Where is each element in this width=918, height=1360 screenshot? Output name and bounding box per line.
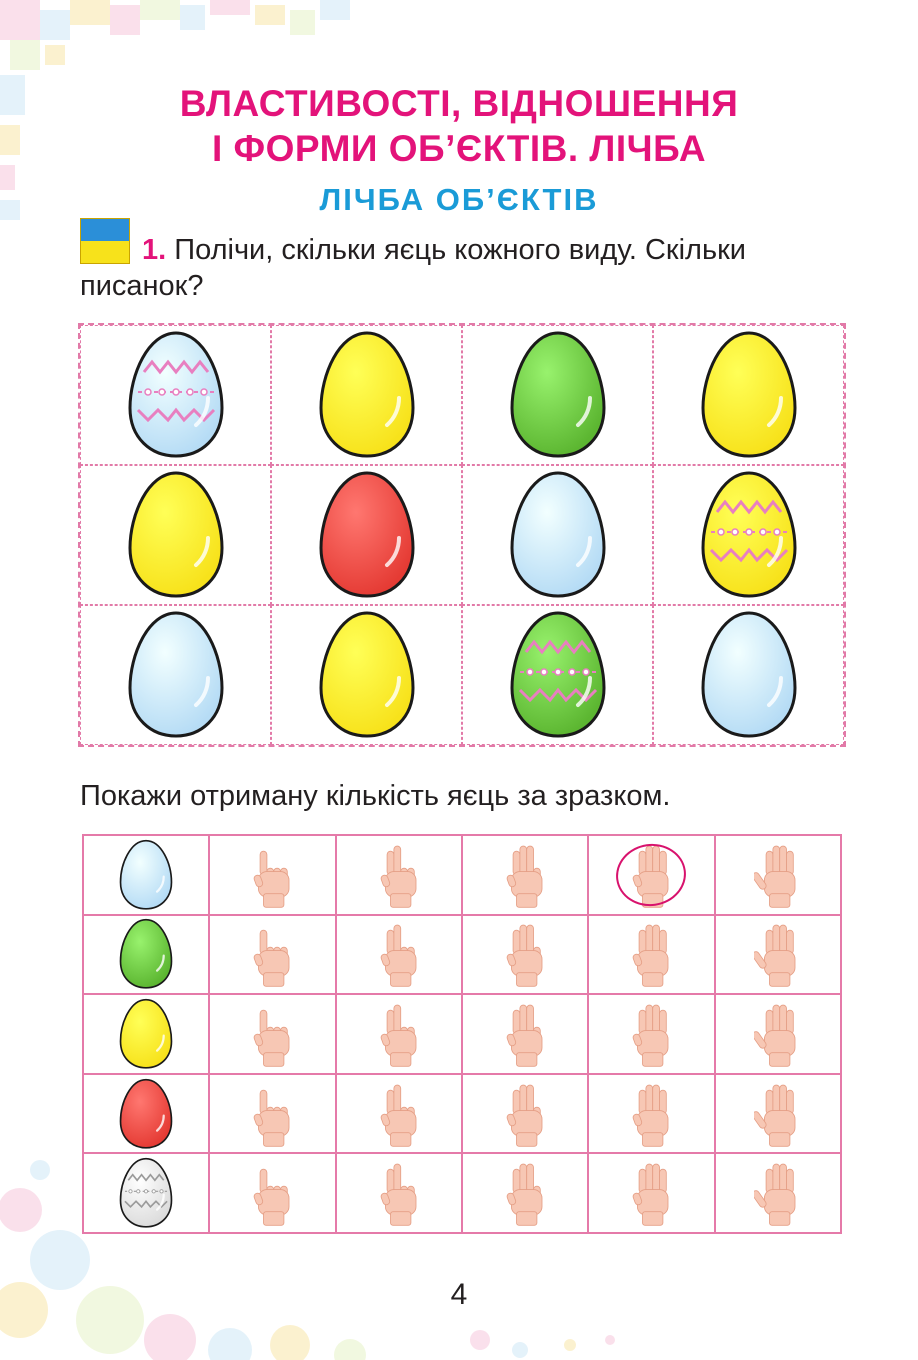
one-finger-hand-icon xyxy=(254,1009,290,1067)
egg-cell xyxy=(80,465,271,605)
three-fingers-hand-icon xyxy=(506,1004,543,1067)
hand-choice-cell[interactable] xyxy=(462,994,589,1074)
hand-choice-cell[interactable] xyxy=(714,1073,841,1154)
hand-choice-cell[interactable] xyxy=(462,835,589,915)
egg-icon xyxy=(509,471,606,598)
sample-egg-cell xyxy=(83,1153,210,1233)
hand-choice-cell[interactable] xyxy=(588,914,715,995)
four-fingers-hand-icon xyxy=(633,1084,669,1147)
four-fingers-hand-icon xyxy=(633,1004,669,1067)
one-finger-hand-icon xyxy=(254,930,290,988)
hand-choice-cell[interactable] xyxy=(209,994,336,1074)
egg-cell xyxy=(653,605,844,745)
five-fingers-hand-icon xyxy=(753,1163,796,1226)
egg-cell xyxy=(462,465,653,605)
egg-icon xyxy=(509,331,606,458)
three-fingers-hand-icon xyxy=(506,845,543,908)
task-number: 1. xyxy=(142,234,167,266)
sample-egg-cell xyxy=(83,835,210,915)
decorated-egg-icon xyxy=(119,1158,173,1228)
circled-answer-mark xyxy=(612,839,691,911)
hand-choice-cell[interactable] xyxy=(209,1153,336,1233)
five-fingers-hand-icon xyxy=(753,1084,796,1147)
egg-icon xyxy=(318,611,415,738)
hand-choice-cell[interactable] xyxy=(462,1073,589,1154)
egg-grid xyxy=(78,323,846,747)
hand-choice-cell[interactable] xyxy=(714,1153,841,1233)
sample-egg-cell xyxy=(83,914,210,995)
egg-cell xyxy=(271,605,462,745)
egg-cell xyxy=(271,465,462,605)
five-fingers-hand-icon xyxy=(753,925,796,988)
three-fingers-hand-icon xyxy=(506,925,543,988)
hand-choice-cell[interactable] xyxy=(588,1073,715,1154)
hand-choice-cell[interactable] xyxy=(714,994,841,1074)
hand-choice-cell[interactable] xyxy=(462,1153,589,1233)
egg-cell xyxy=(653,325,844,465)
section-subtitle: ЛІЧБА ОБ’ЄКТІВ xyxy=(319,182,599,217)
task-text-block: 1. Полічи, скільки яєць кожного виду. Ск… xyxy=(80,232,860,304)
instruction-text: Покажи отриману кількість яєць за зразко… xyxy=(80,780,671,812)
egg-icon xyxy=(700,331,797,458)
two-fingers-hand-icon xyxy=(380,1084,417,1147)
egg-icon xyxy=(127,471,224,598)
hand-choice-cell[interactable] xyxy=(335,1073,462,1154)
egg-icon xyxy=(318,471,415,598)
four-fingers-hand-icon xyxy=(633,845,669,908)
hand-choice-cell[interactable] xyxy=(588,1153,715,1233)
hand-choice-cell[interactable] xyxy=(714,914,841,995)
egg-cell xyxy=(653,465,844,605)
hand-choice-cell[interactable] xyxy=(588,994,715,1074)
one-finger-hand-icon xyxy=(254,1089,290,1147)
five-fingers-hand-icon xyxy=(753,1004,796,1067)
hand-choice-cell[interactable] xyxy=(209,835,336,915)
three-fingers-hand-icon xyxy=(506,1084,543,1147)
egg-cell xyxy=(462,605,653,745)
one-finger-hand-icon xyxy=(254,850,290,908)
egg-cell xyxy=(462,325,653,465)
two-fingers-hand-icon xyxy=(380,1163,417,1226)
three-fingers-hand-icon xyxy=(506,1163,543,1226)
egg-cell xyxy=(80,325,271,465)
one-finger-hand-icon xyxy=(254,1168,290,1226)
sample-egg-cell xyxy=(83,994,210,1074)
hand-choice-cell[interactable] xyxy=(209,1073,336,1154)
page-number: 4 xyxy=(450,1278,468,1311)
four-fingers-hand-icon xyxy=(633,925,669,988)
page-title-line2: І ФОРМИ ОБ’ЄКТІВ. ЛІЧБА xyxy=(211,128,707,169)
two-fingers-hand-icon xyxy=(380,1004,417,1067)
hand-choice-cell[interactable] xyxy=(714,835,841,915)
hand-choice-cell[interactable] xyxy=(588,835,715,915)
egg-cell xyxy=(80,605,271,745)
four-fingers-hand-icon xyxy=(633,1163,669,1226)
ukrainian-flag-icon xyxy=(80,218,130,264)
egg-icon xyxy=(318,331,415,458)
task-text: Полічи, скільки яєць кожного виду. Скіль… xyxy=(80,234,746,302)
egg-icon xyxy=(119,839,173,910)
page-title-line1: ВЛАСТИВОСТІ, ВІДНОШЕННЯ xyxy=(179,83,739,124)
hand-choice-cell[interactable] xyxy=(209,914,336,995)
egg-icon xyxy=(700,611,797,738)
decorated-egg-icon xyxy=(509,611,606,738)
hand-choice-cell[interactable] xyxy=(335,1153,462,1233)
decorated-egg-icon xyxy=(700,471,797,598)
hand-choice-cell[interactable] xyxy=(462,914,589,995)
hand-choice-cell[interactable] xyxy=(335,835,462,915)
egg-icon xyxy=(127,611,224,738)
five-fingers-hand-icon xyxy=(753,845,796,908)
egg-icon xyxy=(119,1078,173,1149)
hand-choice-cell[interactable] xyxy=(335,914,462,995)
two-fingers-hand-icon xyxy=(380,845,417,908)
sample-egg-cell xyxy=(83,1073,210,1154)
egg-icon xyxy=(119,919,173,990)
egg-icon xyxy=(119,998,173,1069)
count-table xyxy=(82,834,842,1234)
two-fingers-hand-icon xyxy=(380,925,417,988)
decorated-egg-icon xyxy=(127,331,224,458)
egg-cell xyxy=(271,325,462,465)
hand-choice-cell[interactable] xyxy=(335,994,462,1074)
